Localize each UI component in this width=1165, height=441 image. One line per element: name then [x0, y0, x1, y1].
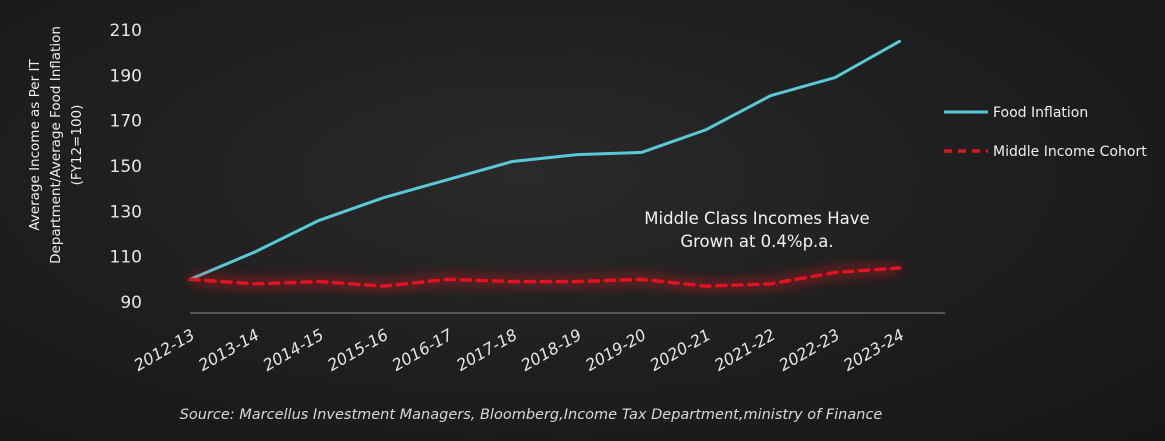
x-tick-label: 2016-17	[389, 325, 457, 375]
y-tick-label: 110	[110, 248, 142, 268]
series-glow	[189, 263, 900, 292]
y-axis-ticks: 90 110 130 150 170 190 210	[110, 21, 142, 313]
x-tick-label: 2019-20	[582, 325, 649, 375]
x-tick-label: 2023-24	[840, 325, 907, 375]
x-tick-label: 2021-22	[711, 325, 778, 375]
y-axis-title-line-1: Average Income as Per IT	[27, 59, 43, 231]
series-line-middle-income-cohort	[188, 266, 902, 288]
x-tick-label: 2022-23	[776, 325, 843, 375]
series-line-food-inflation	[188, 39, 901, 281]
y-tick-label: 190	[110, 66, 142, 86]
y-tick-label: 90	[120, 293, 142, 313]
legend-item-middle-income-cohort: Middle Income Cohort	[944, 144, 1147, 160]
y-tick-label: 210	[110, 21, 142, 41]
y-tick-label: 170	[110, 112, 142, 132]
annotation-line-2: Grown at 0.4%p.a.	[680, 232, 833, 251]
source-note: Source: Marcellus Investment Managers, B…	[180, 407, 883, 423]
x-tick-label: 2018-19	[518, 325, 585, 375]
legend-label-middle-income-cohort: Middle Income Cohort	[993, 144, 1147, 160]
annotation: Middle Class Incomes Have Grown at 0.4%p…	[644, 209, 869, 251]
x-tick-label: 2017-18	[453, 325, 520, 375]
y-tick-label: 150	[110, 157, 142, 177]
series-layer	[188, 39, 902, 292]
y-tick-label: 130	[110, 202, 142, 222]
x-tick-label: 2015-16	[324, 325, 391, 375]
y-axis-title-line-3: (FY12=100)	[69, 105, 85, 186]
x-tick-label: 2014-15	[260, 325, 327, 375]
annotation-line-1: Middle Class Incomes Have	[644, 209, 869, 228]
y-axis-title-line-2: Department/Average Food Inflation	[48, 26, 64, 264]
y-axis-title: Average Income as Per IT Department/Aver…	[27, 26, 85, 264]
x-tick-label: 2013-14	[195, 325, 262, 375]
legend-item-food-inflation: Food Inflation	[944, 105, 1088, 121]
legend-label-food-inflation: Food Inflation	[993, 105, 1088, 121]
x-tick-label: 2020-21	[647, 325, 714, 375]
legend: Food Inflation Middle Income Cohort	[944, 105, 1147, 160]
x-axis-ticks: 2012-132013-142014-152015-162016-172017-…	[131, 325, 908, 375]
x-tick-label: 2012-13	[131, 325, 198, 375]
